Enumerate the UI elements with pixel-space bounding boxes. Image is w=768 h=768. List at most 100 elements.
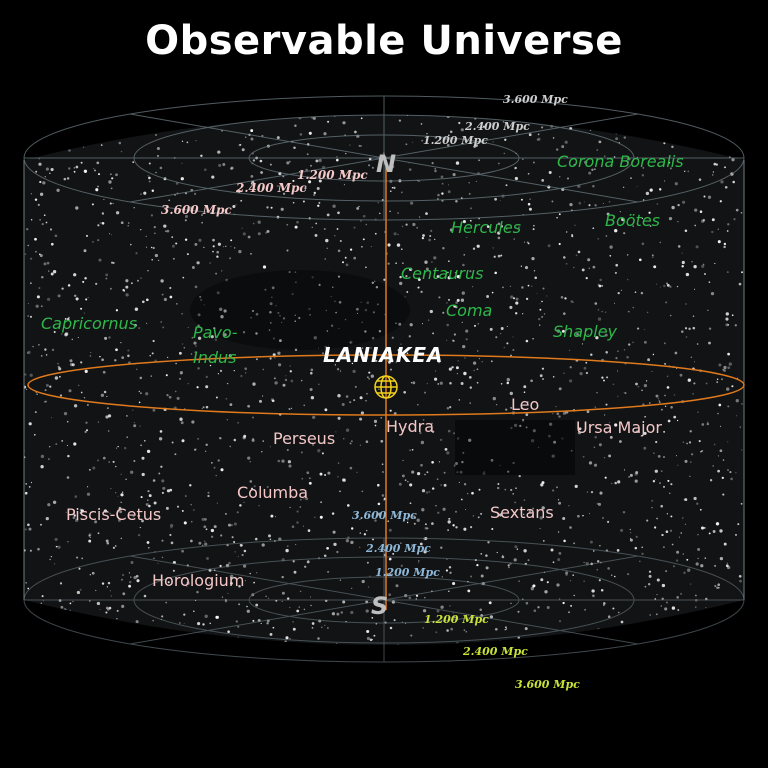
star-dot [448, 260, 450, 263]
star-dot [389, 409, 392, 412]
star-dot [644, 585, 647, 588]
star-dot [643, 383, 648, 388]
star-dot [441, 192, 444, 195]
star-dot [358, 656, 359, 657]
star-dot [148, 162, 151, 165]
star-dot [34, 237, 37, 241]
star-dot [145, 235, 147, 237]
star-dot [651, 370, 653, 372]
star-dot [337, 416, 341, 420]
star-dot [609, 245, 613, 249]
star-dot [59, 375, 61, 378]
star-dot [160, 279, 164, 283]
star-dot [684, 622, 687, 625]
star-dot [603, 602, 606, 605]
star-dot [463, 483, 467, 486]
star-dot [148, 115, 151, 117]
star-dot [575, 254, 578, 257]
star-dot [392, 97, 394, 99]
star-dot [518, 474, 521, 478]
star-dot [389, 651, 391, 653]
star-dot [547, 244, 551, 248]
star-dot [40, 602, 43, 605]
star-dot [432, 332, 434, 335]
star-dot [41, 595, 44, 598]
star-dot [513, 238, 515, 240]
star-dot [366, 636, 370, 641]
star-dot [125, 478, 127, 481]
star-dot [204, 647, 206, 649]
star-dot [97, 532, 100, 535]
star-dot [501, 555, 505, 559]
star-dot [360, 646, 361, 647]
star-dot [238, 143, 241, 147]
star-dot [50, 665, 52, 667]
star-dot [634, 479, 638, 483]
star-dot [676, 550, 680, 554]
star-dot [611, 482, 613, 484]
star-dot [432, 97, 434, 99]
star-dot [97, 239, 100, 242]
star-dot [308, 307, 311, 311]
star-dot [314, 516, 316, 518]
star-dot [608, 421, 611, 424]
star-dot [684, 498, 688, 502]
star-dot [301, 477, 304, 480]
star-dot [699, 210, 703, 213]
star-dot [360, 301, 362, 303]
star-dot [598, 579, 601, 582]
star-dot [172, 569, 175, 572]
star-dot [89, 355, 92, 357]
star-dot [446, 323, 449, 327]
star-dot [270, 206, 273, 209]
star-dot [741, 403, 743, 405]
star-dot [225, 245, 227, 247]
star-dot [211, 175, 215, 179]
star-dot [600, 683, 602, 685]
star-dot [689, 461, 692, 463]
star-dot [336, 612, 340, 616]
star-dot [57, 545, 61, 549]
star-dot [359, 417, 363, 421]
star-dot [225, 278, 229, 282]
star-dot [119, 510, 123, 514]
star-dot [134, 307, 139, 311]
star-dot [197, 313, 201, 317]
star-dot [110, 234, 112, 236]
star-dot [456, 437, 460, 440]
star-dot [229, 574, 234, 579]
star-dot [532, 507, 534, 510]
star-dot [449, 381, 452, 385]
star-dot [413, 681, 414, 682]
star-dot [239, 543, 243, 547]
star-dot [478, 488, 481, 491]
star-dot [716, 381, 719, 384]
star-dot [672, 159, 675, 162]
star-dot [509, 391, 513, 396]
star-dot [118, 135, 120, 137]
star-dot [152, 408, 156, 412]
star-dot [145, 392, 149, 396]
star-dot [449, 605, 451, 607]
star-dot [698, 178, 702, 181]
star-dot [574, 96, 577, 99]
star-dot [370, 246, 372, 248]
star-dot [477, 671, 479, 673]
star-dot [563, 372, 565, 374]
star-dot [715, 163, 719, 166]
star-dot [666, 601, 668, 604]
star-dot [326, 213, 330, 217]
star-dot [274, 381, 278, 385]
star-dot [108, 461, 111, 463]
star-dot [163, 297, 167, 302]
star-dot [109, 287, 112, 290]
star-dot [649, 188, 653, 192]
star-dot [27, 587, 30, 590]
star-dot [76, 556, 79, 559]
star-dot [46, 297, 51, 302]
star-dot [425, 491, 429, 494]
star-dot [67, 541, 69, 543]
star-dot [568, 611, 570, 614]
star-dot [629, 528, 631, 531]
